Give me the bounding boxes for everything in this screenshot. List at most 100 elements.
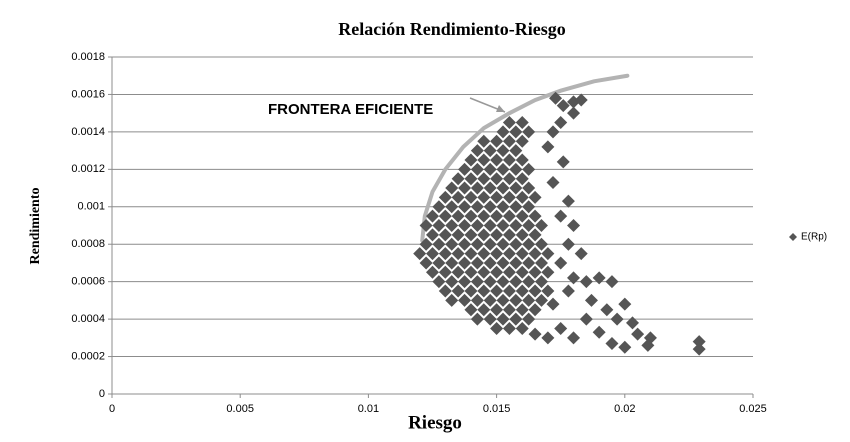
point [528, 228, 542, 242]
point [458, 219, 472, 232]
y-tick-label: 0.0002 [71, 350, 105, 362]
point [464, 303, 478, 317]
point [522, 125, 536, 139]
point [490, 172, 504, 186]
point [451, 209, 465, 223]
point [605, 275, 619, 289]
point [432, 237, 446, 251]
y-axis-label: Rendimiento [28, 188, 43, 265]
point [426, 265, 439, 279]
point [528, 284, 542, 298]
point [426, 209, 439, 223]
point [502, 303, 516, 317]
point [641, 338, 655, 352]
point [574, 247, 588, 261]
point [451, 228, 465, 242]
point [522, 219, 536, 232]
point [496, 237, 510, 251]
point [464, 228, 478, 242]
point [509, 125, 523, 139]
point [496, 312, 510, 326]
x-tick-label: 0.025 [739, 403, 767, 415]
frontier-line [420, 73, 630, 243]
point [477, 303, 491, 317]
point [432, 219, 446, 232]
point [464, 209, 478, 223]
point [554, 209, 568, 223]
point [549, 91, 563, 105]
point [464, 284, 478, 298]
point [464, 190, 478, 204]
point [522, 181, 536, 195]
y-tick-label: 0 [99, 388, 105, 400]
point [534, 256, 548, 270]
point [502, 116, 516, 130]
point [458, 275, 472, 289]
point [477, 228, 491, 242]
point [509, 312, 523, 326]
point [451, 265, 465, 279]
point [426, 247, 439, 261]
point [554, 321, 568, 335]
point [610, 312, 624, 326]
x-tick-label: 0 [109, 403, 115, 415]
point [546, 175, 560, 189]
point [419, 237, 433, 251]
point [556, 99, 570, 113]
point [464, 153, 478, 167]
y-tick-label: 0.0008 [71, 238, 105, 250]
point [451, 284, 465, 298]
point [496, 125, 510, 139]
x-tick-label: 0.02 [614, 403, 635, 415]
point [419, 219, 433, 232]
point [502, 284, 516, 298]
point [515, 284, 529, 298]
point [432, 275, 446, 289]
point [528, 209, 542, 223]
y-tick-label: 0.0006 [71, 276, 105, 288]
point [483, 237, 497, 251]
point [445, 219, 459, 232]
y-tick-label: 0.0004 [71, 313, 105, 325]
point [470, 237, 484, 251]
point [470, 200, 484, 214]
point [470, 275, 484, 289]
point [490, 153, 504, 167]
point [470, 144, 484, 158]
y-tick-label: 0.001 [77, 201, 105, 213]
point [528, 303, 542, 317]
point [574, 93, 588, 107]
point [522, 237, 536, 251]
point [496, 293, 510, 307]
point [509, 275, 523, 289]
point [451, 247, 465, 261]
point [470, 162, 484, 176]
point [692, 342, 706, 356]
point [451, 190, 465, 204]
point [515, 209, 529, 223]
y-tick-label: 0.0016 [71, 88, 105, 100]
y-tick-label: 0.0018 [71, 51, 105, 63]
point [496, 275, 510, 289]
point [496, 219, 510, 232]
point [458, 200, 472, 214]
point [584, 293, 598, 307]
point [438, 247, 452, 261]
point [490, 247, 504, 261]
point [522, 162, 536, 176]
point [509, 200, 523, 214]
point [413, 247, 427, 261]
point [515, 265, 529, 279]
point [445, 200, 459, 214]
point [509, 219, 523, 232]
point [522, 256, 536, 270]
point [541, 284, 555, 298]
point [522, 293, 536, 307]
point [515, 321, 529, 335]
point [541, 331, 555, 345]
point [502, 153, 516, 167]
point [445, 237, 459, 251]
point [522, 312, 536, 326]
